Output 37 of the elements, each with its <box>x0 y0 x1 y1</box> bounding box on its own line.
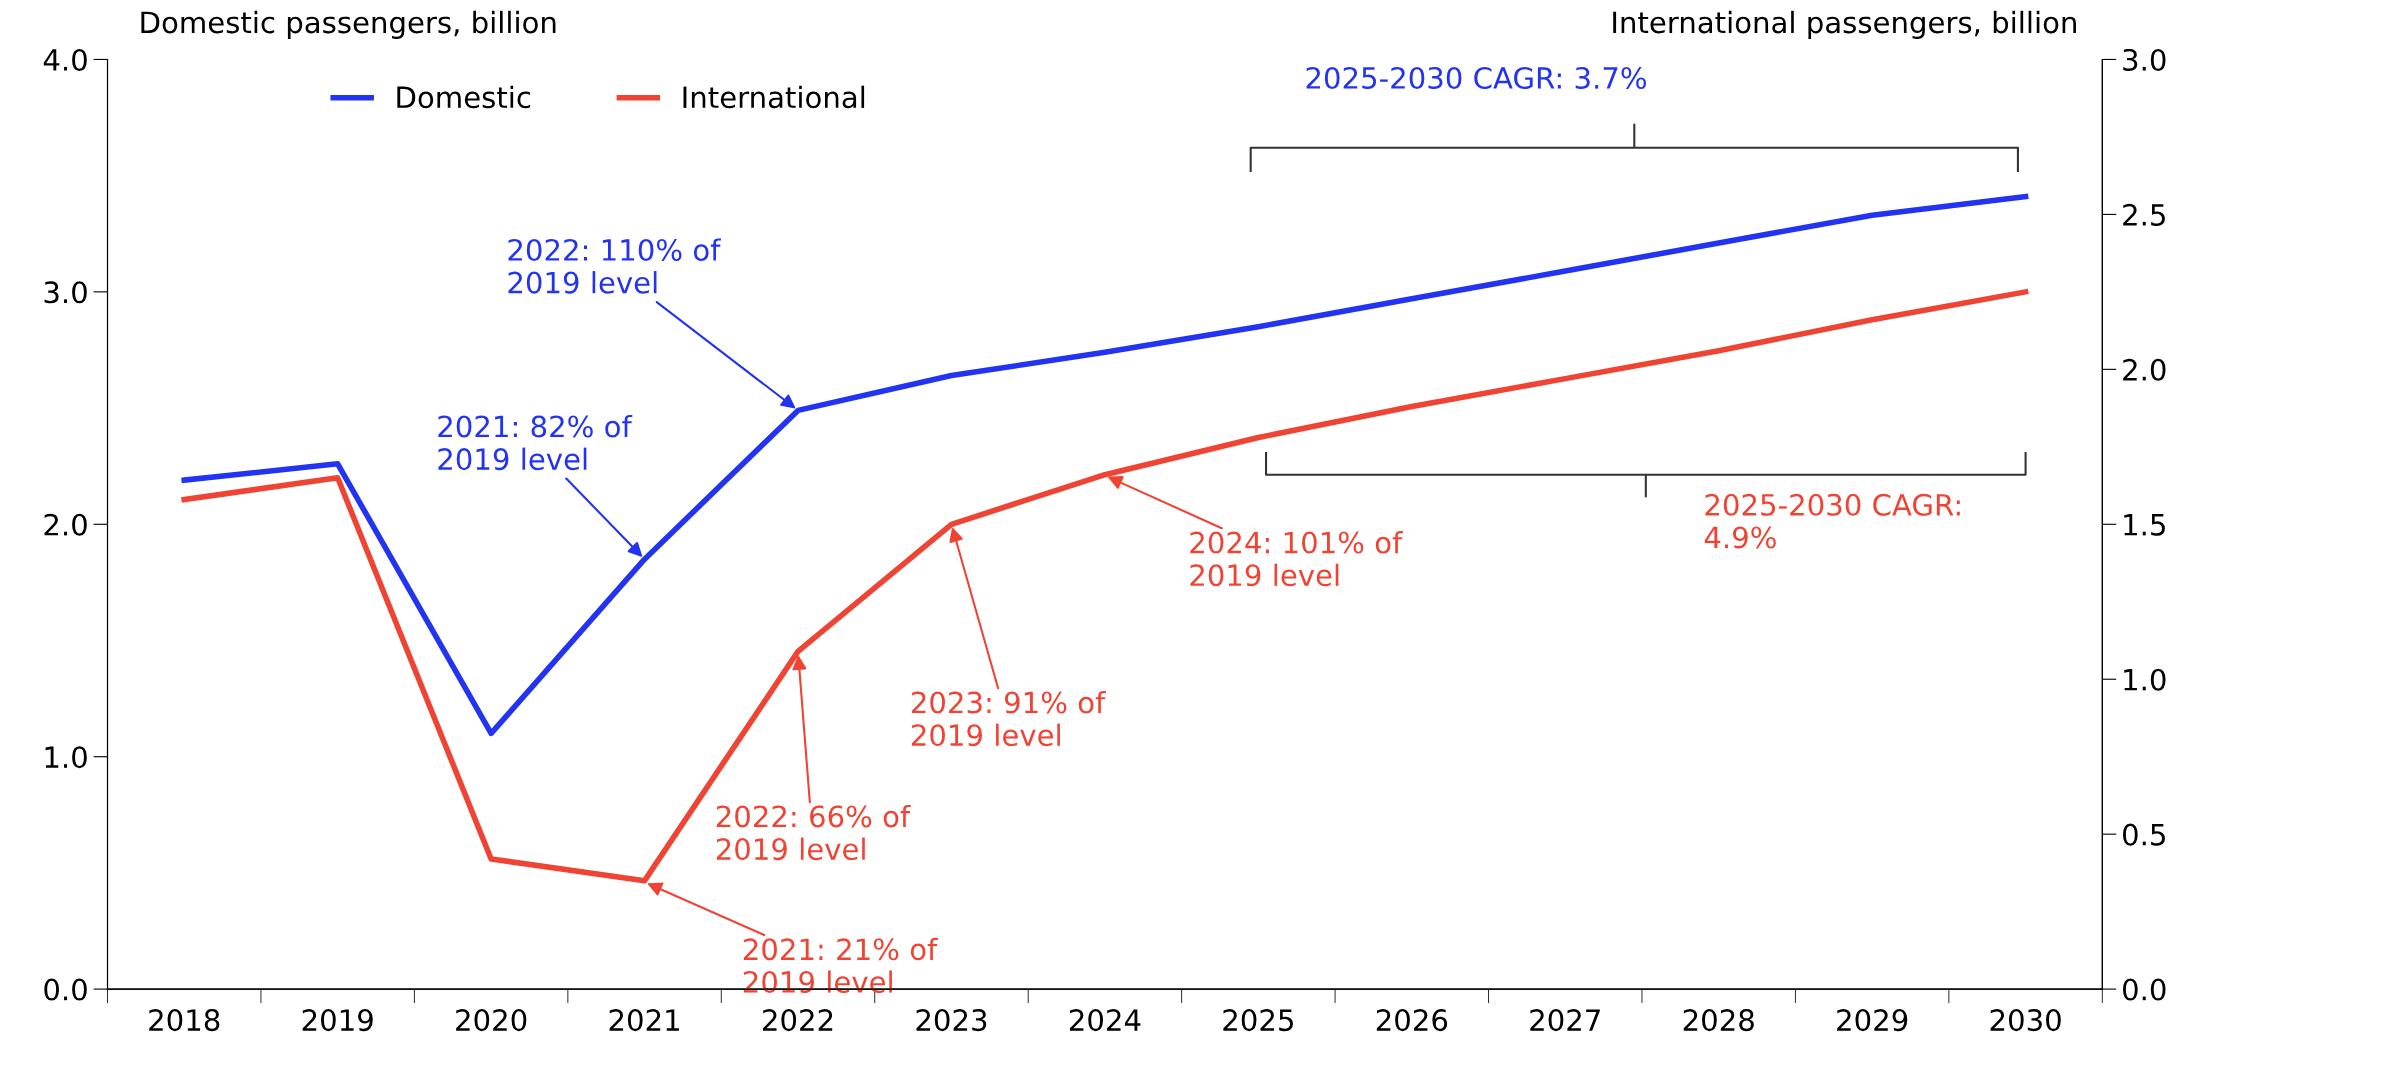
legend-label: International <box>683 85 865 109</box>
x-tick-label: 2022 <box>763 1009 833 1032</box>
x-tick-label: 2030 <box>1990 1009 2061 1032</box>
x-tick-label: 2021 <box>609 1009 679 1032</box>
y2-axis-title: International passengers, billion <box>1613 10 2076 40</box>
x-tick-label: 2028 <box>1683 1009 1754 1032</box>
x-tick-label: 2027 <box>1530 1009 1600 1032</box>
x-tick-label: 2023 <box>916 1009 987 1032</box>
y-tick-label: 3.0 <box>44 281 87 304</box>
x-tick-label: 2018 <box>149 1009 220 1032</box>
annotation: 2024: 101% of 2019 level <box>1190 531 1403 587</box>
y2-tick-label: 0.0 <box>2122 978 2166 1001</box>
y2-tick-label: 1.5 <box>2124 514 2165 536</box>
y2-tick-label: 1.0 <box>2124 668 2166 691</box>
annotation: 2022: 66% of 2019 level <box>716 804 911 861</box>
x-tick-label: 2025 <box>1223 1009 1293 1032</box>
annotation: 2021: 82% of 2019 level <box>438 414 633 471</box>
y-tick-label: 4.0 <box>43 48 87 71</box>
y-tick-label: 2.0 <box>44 513 87 536</box>
y-tick-label: 1.0 <box>45 746 87 769</box>
y-axis-title: Domestic passengers, billion <box>141 10 556 40</box>
x-tick-label: 2029 <box>1837 1009 1908 1032</box>
x-tick-label: 2019 <box>302 1009 373 1032</box>
x-tick-label: 2020 <box>456 1009 527 1032</box>
y2-tick-label: 3.0 <box>2123 48 2166 71</box>
annotation: 2022: 110% of 2019 level <box>508 238 721 294</box>
annotation: 2023: 91% of 2019 level <box>911 690 1106 747</box>
annotation: 2025-2030 CAGR: 3.7% <box>1306 66 1646 89</box>
x-tick-label: 2026 <box>1376 1009 1448 1032</box>
y2-tick-label: 2.5 <box>2123 203 2165 226</box>
y2-tick-label: 2.0 <box>2123 358 2166 381</box>
legend-label: Domestic <box>397 85 531 109</box>
annotation: 2021: 21% of 2019 level <box>743 937 938 993</box>
y2-tick-label: 0.5 <box>2122 823 2165 846</box>
y-tick-label: 0.0 <box>44 978 87 1001</box>
x-tick-label: 2024 <box>1069 1009 1141 1032</box>
annotation: 2025-2030 CAGR: 4.9% <box>1704 493 1960 549</box>
